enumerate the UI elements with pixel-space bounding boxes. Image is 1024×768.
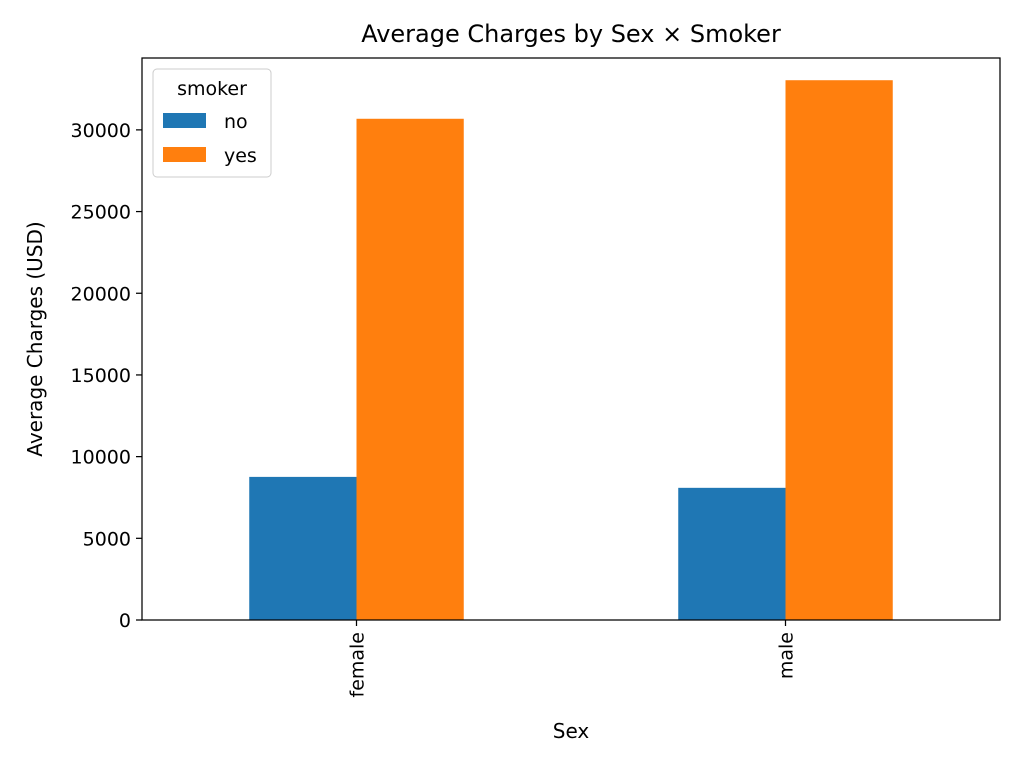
y-tick-label: 25000 [71, 202, 131, 224]
bar-male-no [678, 487, 786, 620]
y-tick-label: 5000 [83, 528, 131, 550]
y-axis-label: Average Charges (USD) [23, 221, 47, 456]
x-axis-label: Sex [553, 719, 590, 743]
y-ticks: 0 5000 10000 15000 20000 25000 30000 [71, 120, 142, 632]
x-tick-label: female [347, 632, 369, 698]
x-tick-label: male [776, 632, 798, 679]
y-tick-label: 15000 [71, 365, 131, 387]
y-tick-label: 0 [119, 610, 131, 632]
y-tick-label: 30000 [71, 120, 131, 142]
legend-swatch-no [163, 113, 206, 128]
chart-title: Average Charges by Sex × Smoker [361, 20, 781, 48]
legend-label-yes: yes [224, 145, 257, 167]
legend-swatch-yes [163, 147, 206, 162]
x-ticks: female male [347, 620, 798, 698]
y-tick-label: 20000 [71, 283, 131, 305]
bar-male-yes [785, 80, 893, 620]
bars [249, 80, 893, 621]
legend-title: smoker [177, 78, 247, 100]
bar-female-yes [356, 118, 464, 621]
y-tick-label: 10000 [71, 447, 131, 469]
legend: smoker no yes [152, 68, 272, 178]
plot-frame [141, 57, 1001, 621]
legend-label-no: no [224, 111, 248, 133]
bar-female-no [249, 476, 357, 620]
